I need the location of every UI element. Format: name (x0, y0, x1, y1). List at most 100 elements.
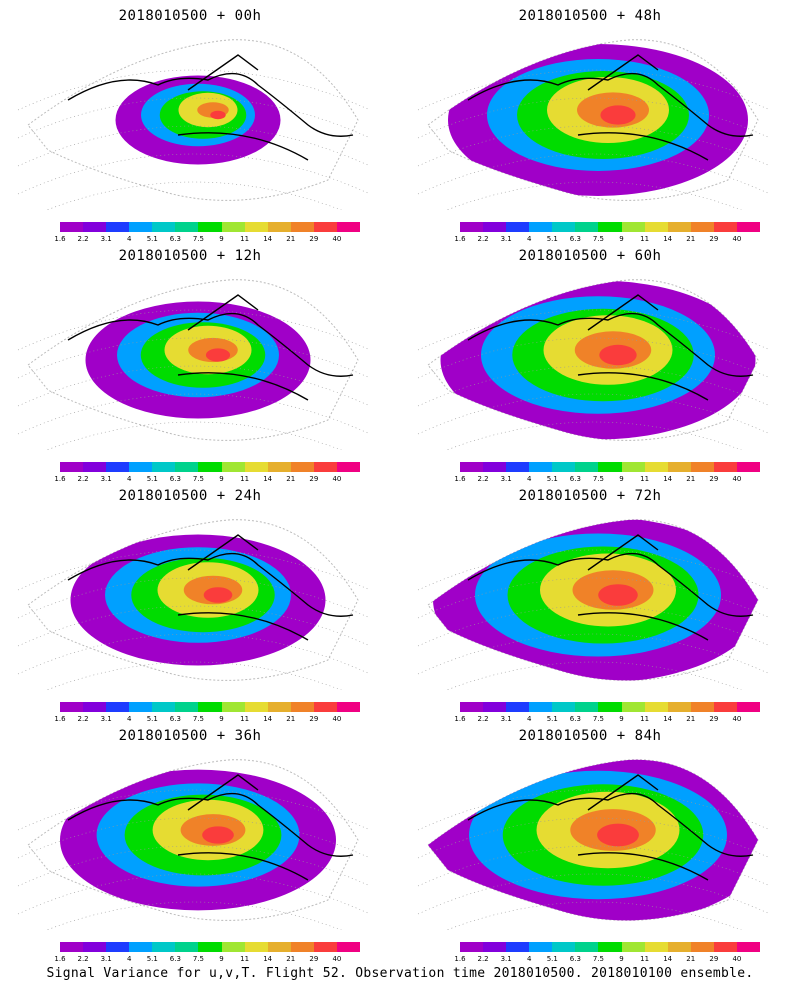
colorbar (460, 462, 761, 472)
colorbar-tick-label: 2.2 (477, 955, 489, 963)
colorbar-swatch (290, 462, 314, 472)
colorbar-swatch (290, 222, 314, 232)
colorbar-swatch (244, 462, 268, 472)
colorbar-tick-label: 21 (686, 715, 696, 723)
colorbar-swatch (83, 222, 107, 232)
colorbar-swatch (667, 942, 691, 952)
variance-contour (205, 348, 231, 362)
colorbar-swatch (129, 222, 153, 232)
colorbar-swatch (552, 702, 576, 712)
colorbar-ticks: 1.6 2.2 3.1 4 5.1 6.3 7.5 9 11 14 21 29 40 (54, 955, 360, 965)
colorbar-swatch (106, 222, 130, 232)
colorbar-tick-label: 40 (732, 475, 742, 483)
colorbar-swatch (621, 942, 645, 952)
colorbar-tick-label: 1.6 (454, 715, 466, 723)
coastline (467, 54, 754, 161)
variance-map (17, 39, 371, 210)
colorbar (60, 462, 361, 472)
variance-map (17, 759, 371, 930)
colorbar-tick-label: 40 (732, 715, 742, 723)
colorbar-tick-label: 7.5 (592, 715, 605, 723)
colorbar-swatch (483, 462, 507, 472)
colorbar-tick-label: 4 (126, 475, 132, 483)
colorbar-tick-label: 6.3 (169, 475, 181, 483)
colorbar-tick-label: 4 (126, 955, 132, 963)
variance-contour (210, 110, 226, 120)
colorbar-tick-label: 29 (709, 955, 719, 963)
colorbar-tick-label: 2.2 (77, 235, 89, 243)
colorbar-swatch (460, 942, 484, 952)
colorbar-swatch (198, 702, 222, 712)
colorbar-swatch (460, 462, 484, 472)
colorbar-ticks: 1.6 2.2 3.1 4 5.1 6.3 7.5 9 11 14 21 29 40 (454, 715, 760, 725)
colorbar-tick-label: 5.1 (146, 475, 158, 483)
colorbar-tick-label: 29 (309, 235, 319, 243)
colorbar-tick-label: 7.5 (192, 235, 205, 243)
colorbar-swatch (313, 942, 337, 952)
colorbar-tick-label: 14 (663, 475, 673, 483)
colorbar-swatch (644, 702, 668, 712)
colorbar-swatch (736, 222, 761, 232)
colorbar-tick-label: 40 (332, 235, 342, 243)
colorbar-swatch (336, 702, 361, 712)
colorbar-tick-label: 1.6 (54, 715, 66, 723)
variance-contour (598, 584, 638, 606)
colorbar-swatch (244, 222, 268, 232)
colorbar-tick-label: 9 (619, 955, 624, 963)
colorbar-swatch (483, 942, 507, 952)
coastline (67, 534, 354, 641)
colorbar-swatch (336, 222, 361, 232)
colorbar-swatch (267, 222, 291, 232)
colorbar-tick-label: 14 (663, 715, 673, 723)
variance-contour (600, 105, 636, 125)
map-panel: 2018010500 + 72h 1.6 2.2 3.1 4 5.1 6.3 7.5 9 11 14… (400, 480, 780, 723)
coastline (467, 294, 754, 401)
colorbar-swatch (129, 462, 153, 472)
colorbar-swatch (690, 222, 714, 232)
colorbar-swatch (198, 462, 222, 472)
colorbar-tick-label: 4 (526, 955, 532, 963)
colorbar-swatch (129, 942, 153, 952)
colorbar-swatch (529, 222, 553, 232)
colorbar (60, 702, 361, 712)
colorbar-tick-label: 4 (526, 715, 532, 723)
colorbar-tick-label: 21 (286, 475, 296, 483)
colorbar-tick-label: 3.1 (100, 715, 112, 723)
colorbar-swatch (552, 462, 576, 472)
colorbar-tick-label: 7.5 (192, 475, 205, 483)
colorbar-tick-label: 7.5 (192, 955, 205, 963)
colorbar-tick-label: 40 (332, 475, 342, 483)
colorbar-tick-label: 40 (732, 235, 742, 243)
map-panel: 2018010500 + 84h 1.6 2.2 3.1 4 5.1 6.3 7.5 9 11 14… (400, 720, 780, 963)
panel-title: 2018010500 + 60h (518, 248, 662, 264)
colorbar-swatch (106, 942, 130, 952)
colorbar-swatch (667, 702, 691, 712)
colorbar-swatch (152, 702, 176, 712)
colorbar-tick-label: 3.1 (500, 475, 512, 483)
colorbar-swatch (713, 462, 737, 472)
colorbar-tick-label: 11 (240, 955, 250, 963)
colorbar-swatch (736, 702, 761, 712)
colorbar-swatch (175, 702, 199, 712)
colorbar-tick-label: 2.2 (477, 475, 489, 483)
colorbar-tick-label: 6.3 (169, 715, 181, 723)
map-panel: 2018010500 + 00h 1.6 2.2 3.1 4 5.1 6.3 7.5 9 11 14… (0, 0, 380, 243)
colorbar-tick-label: 3.1 (500, 955, 512, 963)
colorbar-tick-label: 11 (640, 955, 650, 963)
colorbar-swatch (460, 702, 484, 712)
colorbar-swatch (336, 942, 361, 952)
colorbar-tick-label: 6.3 (169, 235, 181, 243)
colorbar-tick-label: 9 (619, 235, 624, 243)
colorbar-swatch (313, 462, 337, 472)
colorbar-ticks: 1.6 2.2 3.1 4 5.1 6.3 7.5 9 11 14 21 29 40 (454, 235, 760, 245)
colorbar-swatch (244, 942, 268, 952)
colorbar-tick-label: 14 (263, 715, 273, 723)
colorbar-tick-label: 5.1 (146, 955, 158, 963)
colorbar-swatch (221, 462, 245, 472)
colorbar-swatch (83, 462, 107, 472)
colorbar-swatch (244, 702, 268, 712)
colorbar-tick-label: 3.1 (100, 235, 112, 243)
colorbar-tick-label: 1.6 (54, 235, 66, 243)
colorbar-swatch (713, 702, 737, 712)
colorbar-tick-label: 14 (263, 235, 273, 243)
